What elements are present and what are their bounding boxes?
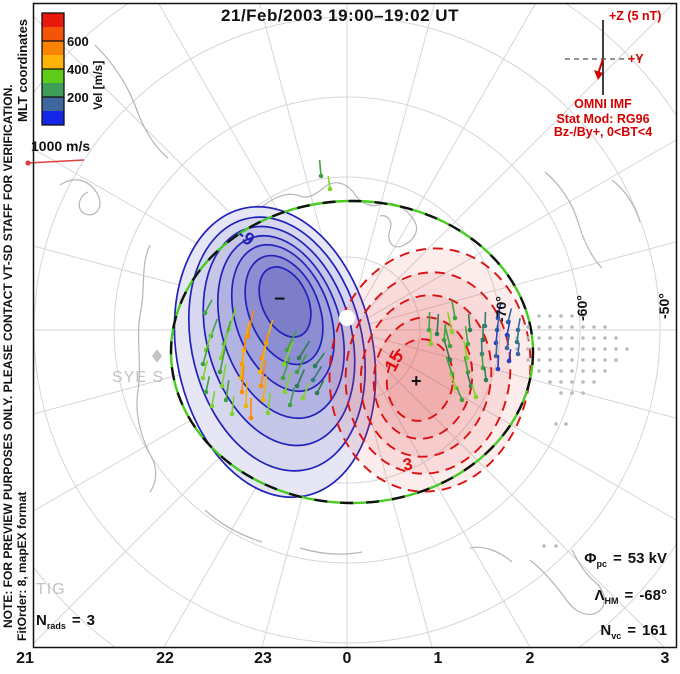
mlt-tick-1: 1	[433, 650, 443, 667]
lambda-hm-symbol: Λ	[594, 587, 605, 604]
phi-pc-stat: Φpc = 53 kV	[584, 551, 667, 569]
n-vc-symbol: N	[600, 622, 612, 639]
n-rads-stat: Nrads = 3	[36, 613, 95, 631]
mlt-tick-22: 22	[156, 650, 174, 667]
n-vc-value: 161	[641, 622, 667, 639]
colorbar-tick-400: 400	[67, 62, 89, 77]
imf-source-label: OMNI IMF	[574, 97, 632, 111]
phi-pc-symbol: Φ	[584, 550, 597, 567]
n-vc-eq: =	[627, 622, 636, 639]
lambda-hm-stat: ΛHM = -68°	[595, 588, 667, 606]
plot-title: 21/Feb/2003 19:00–19:02 UT	[221, 6, 459, 25]
colorbar	[41, 12, 65, 126]
n-rads-eq: =	[71, 612, 81, 629]
lambda-hm-subscript: HM	[604, 596, 619, 606]
antarctica-coastline	[59, 44, 641, 615]
station-label-tig: TIG	[36, 581, 66, 598]
lambda-hm-eq: =	[624, 587, 634, 604]
imf-model-label: Stat Mod: RG96	[556, 112, 650, 126]
imf-y-label: +Y	[628, 52, 644, 66]
mlt-tick-21: 21	[16, 650, 34, 667]
phi-pc-value: 53 kV	[627, 550, 667, 567]
n-rads-subscript: rads	[46, 621, 66, 631]
latitude-label-50: -50°	[656, 293, 672, 319]
colorbar-axis-label: Vel [m/s]	[91, 60, 105, 110]
latitude-label-70: -70°	[493, 296, 509, 322]
phi-pc-subscript: pc	[596, 559, 608, 569]
scale-arrow-line	[27, 159, 85, 164]
n-rads-symbol: N	[36, 612, 47, 629]
phi-pc-eq: =	[613, 550, 622, 567]
negative-extremum-marker: −	[274, 289, 286, 310]
imf-vector-arrow	[597, 58, 604, 75]
positive-extremum-marker: +	[411, 371, 422, 391]
vector-scale-label: 1000 m/s	[31, 138, 91, 154]
contours-and-vectors	[152, 159, 629, 548]
plot-frame	[32, 2, 678, 649]
mlt-tick-2: 2	[525, 650, 535, 667]
velocity-scale-arrow	[25, 159, 85, 166]
latitude-label-60: -60°	[574, 295, 590, 321]
imf-arrowhead-icon	[594, 70, 603, 80]
fitorder-label: FitOrder: 8, mapEX format	[15, 491, 29, 641]
imf-dial	[565, 20, 641, 95]
mlt-coordinates-label: MLT coordinates	[15, 18, 30, 122]
n-vc-stat: Nvc = 161	[600, 623, 667, 641]
colorbar-tick-200: 200	[67, 90, 89, 105]
lambda-hm-value: -68°	[639, 587, 667, 604]
imf-z-label: +Z (5 nT)	[609, 9, 662, 23]
imf-condition-label: Bz-/By+, 0<BT<4	[553, 125, 653, 139]
station-label-sye: SYE S	[112, 369, 165, 386]
n-vc-subscript: vc	[611, 631, 622, 641]
colorbar-tick-600: 600	[67, 34, 89, 49]
preview-note-text: NOTE: FOR PREVIEW PURPOSES ONLY. PLEASE …	[1, 84, 15, 628]
n-rads-value: 3	[86, 612, 95, 629]
mlt-tick-0: 0	[342, 650, 352, 667]
mlt-tick-3: 3	[660, 650, 670, 667]
mlt-tick-23: 23	[254, 650, 272, 667]
